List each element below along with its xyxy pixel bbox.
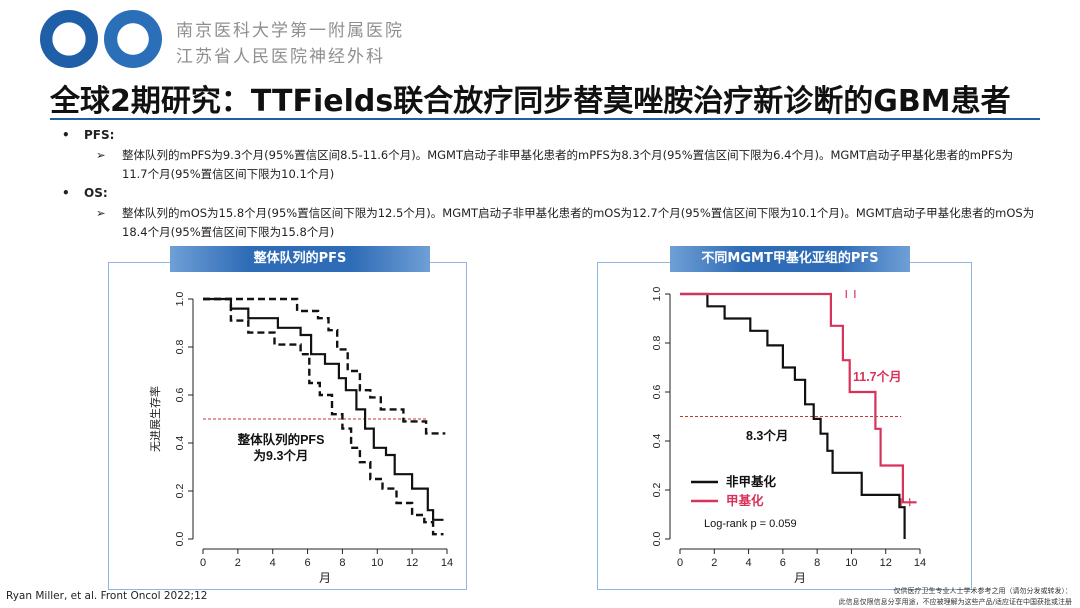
median-annotation-line2: 为9.3个月	[254, 448, 309, 463]
x-tick-label: 2	[711, 557, 717, 569]
hospital-logo	[104, 10, 162, 68]
y-tick-label: 0.0	[174, 532, 186, 547]
x-tick-label: 8	[814, 557, 820, 569]
legend-label-unmethylated: 非甲基化	[726, 474, 777, 489]
km-curve-dashed	[203, 297, 446, 435]
x-axis-label: 月	[794, 571, 806, 585]
y-tick-label: 0.4	[651, 434, 663, 449]
header: 南京医科大学第一附属医院 江苏省人民医院神经外科	[0, 0, 1080, 70]
y-tick-label: 0.6	[174, 388, 186, 403]
km-curve-solid	[203, 297, 444, 521]
legend-label-methylated: 甲基化	[726, 493, 764, 508]
median-annotation-line1: 整体队列的PFS	[238, 432, 325, 447]
x-tick-label: 4	[746, 557, 752, 569]
methylated-median-label: 11.7个月	[853, 369, 902, 384]
disclaimer-line1: 仅供医疗卫生专业人士学术参考之用（请勿分发或转发）：	[893, 587, 1073, 595]
x-tick-label: 4	[270, 557, 276, 569]
y-axis-label: 无进展生存率	[148, 386, 162, 452]
km-curve-非甲基化	[680, 292, 906, 539]
unmethylated-median-label: 8.3个月	[746, 428, 788, 443]
x-tick-label: 10	[371, 557, 383, 569]
overall-pfs-panel: 0 2 4 6 8 10 12 14 0.0 0.2 0.4 0.6 0.8 1.0 月 无进展生存率整体队列…	[108, 262, 467, 590]
pfs-detail: ➢ 整体队列的mPFS为9.3个月(95%置信区间8.5-11.6个月)。MGMT…	[96, 146, 1036, 184]
x-tick-label: 12	[880, 557, 892, 569]
y-tick-label: 0.6	[651, 385, 663, 400]
os-bullet: • OS:	[62, 186, 108, 200]
university-logo	[40, 10, 98, 68]
arrow-icon: ➢	[96, 148, 106, 162]
slide-title: 全球2期研究：TTFields联合放疗同步替莫唑胺治疗新诊断的GBM患者	[50, 84, 1011, 119]
y-tick-label: 0.2	[174, 484, 186, 499]
x-tick-label: 8	[339, 557, 345, 569]
x-tick-label: 2	[235, 557, 241, 569]
y-tick-label: 0.8	[174, 340, 186, 355]
x-tick-label: 12	[406, 557, 418, 569]
km-curve-甲基化	[680, 292, 917, 504]
os-label: OS:	[84, 186, 108, 200]
x-tick-label: 14	[914, 557, 926, 569]
y-tick-label: 0.8	[651, 336, 663, 351]
y-tick-label: 0.2	[651, 483, 663, 498]
x-tick-label: 0	[677, 557, 683, 569]
x-axis-label: 月	[319, 571, 331, 585]
arrow-icon: ➢	[96, 206, 106, 220]
title-divider	[50, 118, 1040, 120]
x-tick-label: 14	[441, 557, 453, 569]
pfs-label: PFS:	[84, 128, 115, 142]
os-text: 整体队列的mOS为15.8个月(95%置信区间下限为12.5个月)。MGMT启动…	[122, 206, 1035, 239]
y-tick-label: 0.0	[651, 532, 663, 547]
pfs-bullet: • PFS:	[62, 128, 115, 142]
km-curve-dashed	[203, 297, 444, 536]
hospital-name: 南京医科大学第一附属医院	[176, 21, 404, 41]
os-detail: ➢ 整体队列的mOS为15.8个月(95%置信区间下限为12.5个月)。MGMT启…	[96, 204, 1036, 242]
disclaimer-line2: 此信息仅限信息分享用途，不应被理解为这些产品/适应证在中国获批或注册	[838, 598, 1072, 606]
y-tick-label: 0.4	[174, 436, 186, 451]
x-tick-label: 10	[845, 557, 857, 569]
x-tick-label: 6	[780, 557, 786, 569]
mgmt-pfs-title: 不同MGMT甲基化亚组的PFS	[670, 246, 910, 272]
y-tick-label: 1.0	[651, 287, 663, 302]
x-tick-label: 6	[305, 557, 311, 569]
mgmt-pfs-chart: 0 2 4 6 8 10 12 14 0.0 0.2 0.4 0.6 0.8 1.0 月 11.7个月 8.3个…	[651, 287, 926, 585]
pfs-text: 整体队列的mPFS为9.3个月(95%置信区间8.5-11.6个月)。MGMT启…	[122, 148, 1014, 181]
y-tick-label: 1.0	[174, 292, 186, 307]
mgmt-pfs-panel: 0 2 4 6 8 10 12 14 0.0 0.2 0.4 0.6 0.8 1.0 月 11.7个月 8.3个…	[597, 262, 972, 590]
department-name: 江苏省人民医院神经外科	[176, 47, 385, 67]
overall-pfs-chart: 0 2 4 6 8 10 12 14 0.0 0.2 0.4 0.6 0.8 1.0 月 无进展生存率整体队列…	[148, 292, 453, 585]
overall-pfs-title: 整体队列的PFS	[170, 246, 430, 272]
logrank-stat: Log-rank p = 0.059	[704, 518, 797, 530]
citation: Ryan Miller, et al. Front Oncol 2022;12	[6, 590, 208, 602]
x-tick-label: 0	[200, 557, 206, 569]
